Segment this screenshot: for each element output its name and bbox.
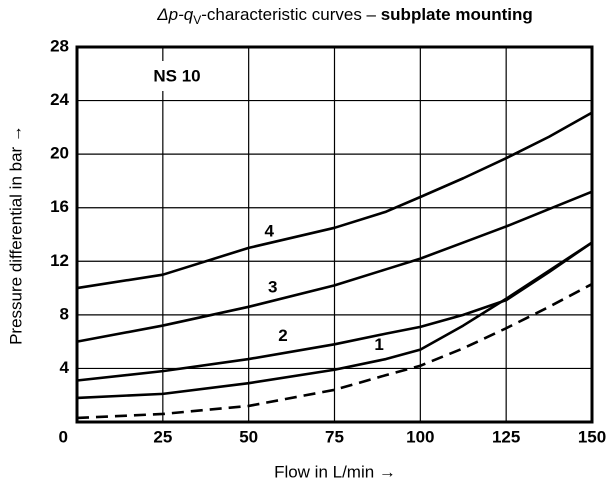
x-tick-label: 25 (153, 427, 172, 446)
y-tick-label: 20 (50, 144, 69, 163)
curve (76, 241, 593, 400)
y-tick-label: 12 (50, 251, 69, 270)
curve-label: 1 (374, 335, 383, 354)
y-tick-label: 16 (50, 197, 69, 216)
plot-frame (75, 45, 594, 424)
title-emphasis: subplate mounting (381, 5, 533, 24)
curve (76, 190, 593, 343)
x-tick-label: 75 (325, 427, 344, 446)
x-axis-label: Flow in L/min → (274, 462, 396, 481)
annotation-bg (137, 61, 217, 91)
y-tick-label: 8 (60, 304, 69, 323)
title-subscript: V (193, 13, 201, 27)
curve-label: 2 (278, 326, 287, 345)
curve-label: 3 (268, 278, 277, 297)
y-tick-label: 0 (59, 427, 68, 446)
x-tick-label: 150 (578, 427, 606, 446)
curve (76, 282, 593, 420)
curve (76, 111, 593, 290)
y-axis-label: Pressure differential in bar → (6, 125, 25, 345)
title-symbol: Δp-q (156, 5, 194, 24)
x-tick-label: 50 (239, 427, 258, 446)
chart-title: Δp-qV-characteristic curves – subplate m… (156, 5, 533, 27)
title-text: -characteristic curves – (201, 5, 381, 24)
y-tick-label: 28 (50, 36, 69, 55)
x-tick-label: 100 (406, 427, 434, 446)
y-tick-label: 24 (50, 90, 69, 109)
y-tick-label: 4 (60, 358, 70, 377)
curve-label: 4 (265, 221, 275, 240)
annotation: NS 10 (153, 66, 200, 85)
x-tick-label: 125 (492, 427, 520, 446)
